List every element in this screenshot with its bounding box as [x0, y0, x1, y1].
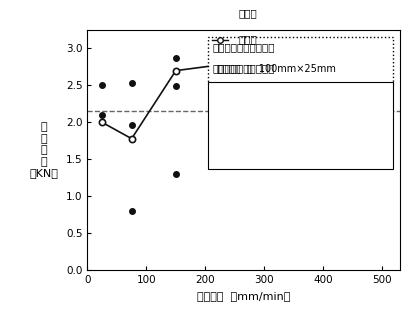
- Point: [305, 61, 312, 66]
- X-axis label: 焊接速度  （mm/min）: 焊接速度 （mm/min）: [197, 291, 290, 301]
- Point: [228, 61, 235, 66]
- Point: [305, 70, 312, 75]
- Text: 虚线以上实测点对应拉: 虚线以上实测点对应拉: [212, 42, 275, 52]
- Point: [261, 40, 267, 45]
- Point: [129, 209, 135, 214]
- Point: [361, 59, 368, 64]
- Point: [228, 73, 235, 78]
- Point: [261, 69, 267, 74]
- Point: [99, 83, 105, 88]
- Point: [228, 56, 235, 61]
- Point: [129, 81, 135, 86]
- Point: [129, 122, 135, 127]
- FancyBboxPatch shape: [208, 82, 393, 169]
- Point: [305, 73, 312, 78]
- Text: 测量值: 测量值: [239, 8, 257, 18]
- FancyBboxPatch shape: [208, 37, 393, 84]
- Text: 剪试样皆断裂于铝母材: 剪试样皆断裂于铝母材: [212, 64, 275, 74]
- Point: [261, 68, 267, 73]
- Point: [361, 55, 368, 60]
- Point: [173, 84, 179, 89]
- Point: [99, 112, 105, 117]
- Text: 断
裂
载
荷
（KN）: 断 裂 载 荷 （KN）: [29, 122, 58, 178]
- Point: [173, 56, 179, 61]
- Point: [173, 172, 179, 177]
- Point: [361, 41, 368, 46]
- Point: [305, 91, 312, 96]
- Text: 试样尺寸  ：  100mm×25mm: 试样尺寸 ： 100mm×25mm: [217, 63, 336, 74]
- Text: 平均值: 平均值: [239, 35, 257, 44]
